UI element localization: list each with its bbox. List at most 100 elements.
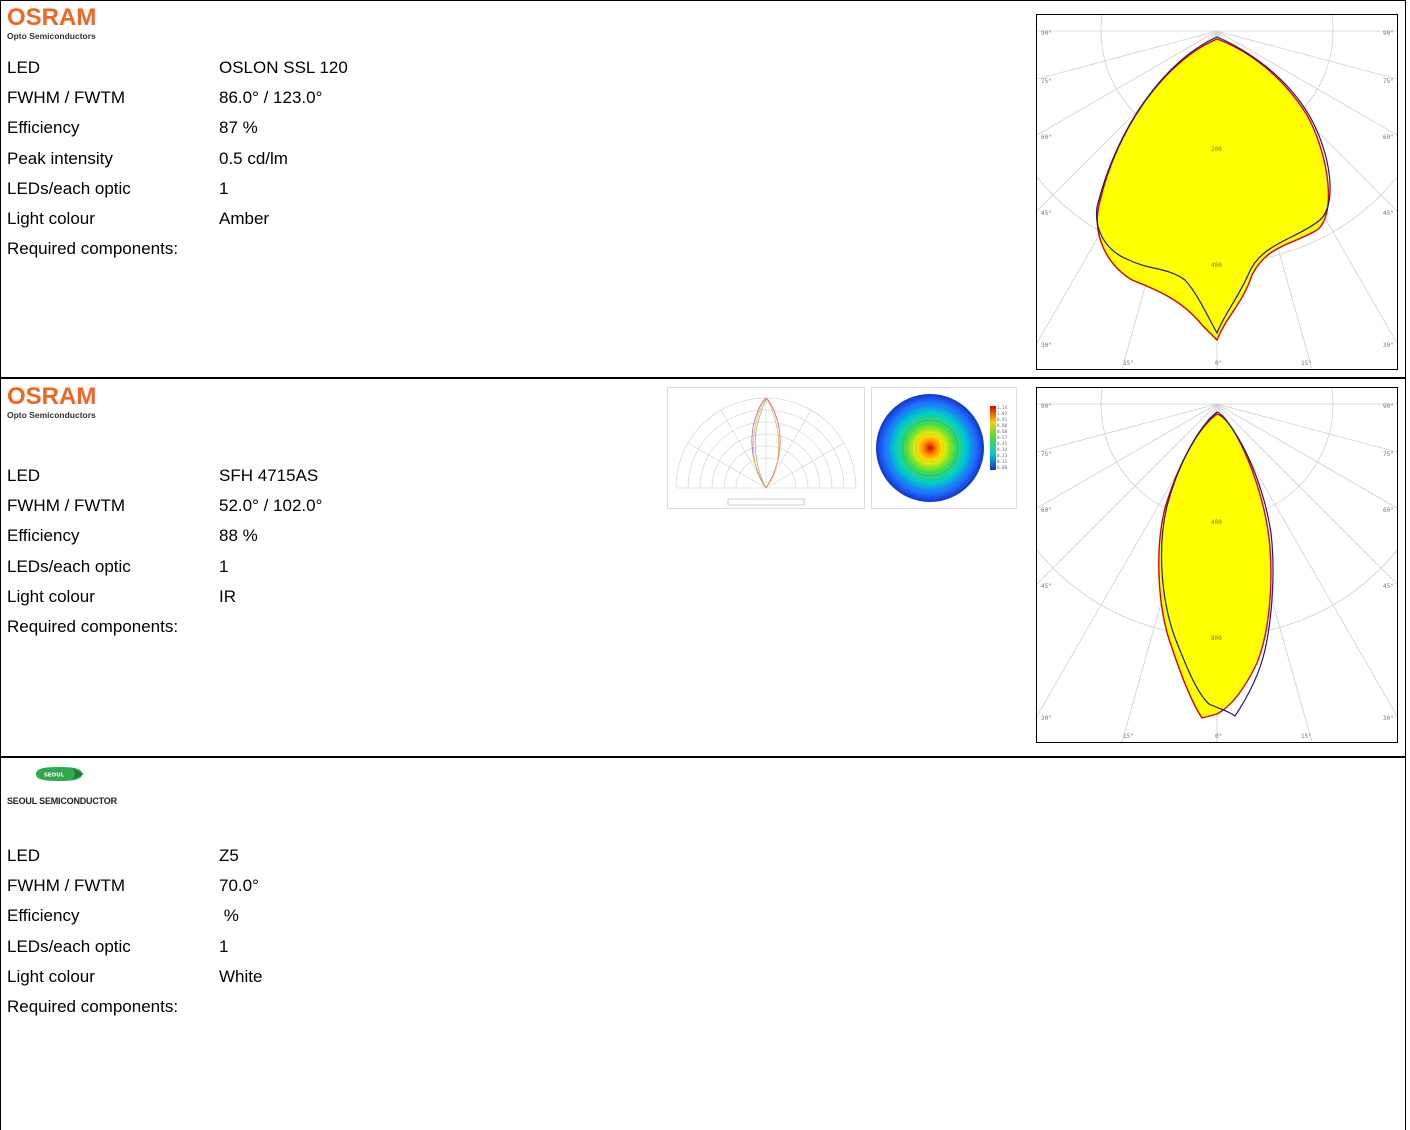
osram-logo: OSRAM Opto Semiconductors [7, 4, 97, 42]
spec-label: LED [7, 846, 41, 865]
angle-label: 45° [1383, 210, 1394, 217]
angle-label: 0° [1215, 733, 1222, 740]
angle-label: 0° [1215, 360, 1222, 367]
spec-label: Efficiency [7, 526, 80, 546]
legend-value: 0.57 [997, 435, 1008, 440]
seoul-badge-icon: SEOUL [36, 767, 84, 781]
spec-label: Required components: [7, 996, 179, 1016]
spec-label: Required components: [7, 239, 179, 259]
spec-label: Required components: [7, 616, 179, 636]
angle-label: 75° [1041, 451, 1052, 458]
seoul-logo: SEOUL SEOUL SEMICONDUCTOR [7, 766, 117, 806]
legend-value: 0.80 [997, 423, 1008, 428]
spec-row: Efficiency 87 % [7, 113, 348, 143]
product-section-1: OSRAM Opto Semiconductors LED OSLON SSL 1… [0, 0, 1410, 377]
angle-label: 90° [1383, 403, 1394, 410]
angle-label: 60° [1383, 507, 1394, 514]
angle-label: 75° [1041, 78, 1052, 85]
spec-label: LED [7, 466, 41, 485]
angle-label: 45° [1041, 210, 1052, 217]
heatmap-thumbnail[interactable]: 1.14 1.02 0.91 0.80 0.68 0.57 0.45 0.34 … [871, 387, 1017, 509]
spec-value: SFH 4715AS [219, 466, 319, 485]
angle-label: 30° [1383, 715, 1394, 722]
spec-row: FWHM / FWTM 86.0° / 123.0° [7, 83, 348, 113]
spec-label: Light colour [7, 966, 95, 986]
spec-value: IR [219, 586, 236, 606]
seoul-badge-text: SEOUL [44, 773, 65, 779]
ring-label: 400 [1211, 519, 1222, 526]
legend-value: 0.68 [997, 429, 1008, 434]
spec-value: 1 [219, 936, 229, 956]
spec-value: 88 % [219, 526, 258, 546]
angle-label: 90° [1383, 30, 1394, 37]
spec-label: Efficiency [7, 118, 80, 138]
spec-label: Light colour [7, 208, 95, 228]
angle-label: 15° [1123, 360, 1134, 367]
angle-label: 15° [1301, 733, 1312, 740]
spec-table: LED OSLON SSL 120 FWHM / FWTM 86.0° / 123.… [7, 53, 348, 264]
product-section-2: OSRAM Opto Semiconductors LED SFH 4715AS … [0, 171, 1410, 756]
spec-label: LED [7, 58, 41, 77]
spec-label: Light colour [7, 586, 95, 606]
polar-intensity-diagram: 90° 75° 60° 45° 30° 15° 0° 15° 30° 45° 6… [984, 171, 1410, 743]
angle-label: 90° [1041, 30, 1052, 37]
spec-table: LED Z5 FWHM / FWTM 70.0° Efficiency % LEDs… [7, 841, 262, 1022]
angle-label: 60° [1041, 507, 1052, 514]
spec-value: 1 [219, 178, 229, 198]
spec-row: Peak intensity 0.5 cd/lm [7, 144, 348, 174]
angle-label: 60° [1383, 134, 1394, 141]
spec-value: 87 % [219, 118, 258, 138]
spec-value: 86.0° / 123.0° [219, 88, 323, 108]
angle-label: 30° [1383, 342, 1394, 349]
spec-value: 52.0° / 102.0° [219, 496, 323, 516]
amber-intensity-curve [1096, 38, 1330, 342]
ring-label: 200 [1211, 146, 1222, 153]
spec-label: LEDs/each optic [7, 936, 131, 956]
spec-value: % [219, 906, 239, 926]
spec-value: 0.5 cd/lm [219, 148, 288, 168]
spec-label: FWHM / FWTM [7, 876, 126, 896]
ring-label: 400 [1211, 262, 1222, 269]
spec-row: FWHM / FWTM 52.0° / 102.0° [7, 491, 322, 521]
ir-intensity-curve [1158, 413, 1272, 719]
legend-value: 1.14 [997, 405, 1008, 410]
spec-row: LEDs/each optic 1 [7, 552, 322, 582]
spec-row: LEDs/each optic 1 [7, 174, 348, 204]
legend-value: 0.00 [997, 465, 1008, 470]
spec-label: LEDs/each optic [7, 178, 131, 198]
spec-label: Efficiency [7, 906, 80, 926]
spec-row: Light colour White [7, 962, 262, 992]
angle-label: 75° [1383, 78, 1394, 85]
legend-value: 0.23 [997, 453, 1008, 458]
spec-row: Efficiency % [7, 901, 262, 931]
spec-value: 70.0° [219, 876, 259, 896]
spec-label: FWHM / FWTM [7, 88, 126, 108]
angle-label: 90° [1041, 403, 1052, 410]
legend-value: 1.02 [997, 411, 1008, 416]
spec-row: Required components: [7, 612, 322, 642]
spec-row: LED OSLON SSL 120 [7, 53, 348, 83]
brand-name: OSRAM [7, 4, 97, 31]
spec-row: Required components: [7, 992, 262, 1022]
angle-label: 45° [1041, 583, 1052, 590]
spec-table: LED SFH 4715AS FWHM / FWTM 52.0° / 102.0° … [7, 461, 322, 642]
brand-subtitle: Opto Semiconductors [7, 31, 96, 41]
angle-label: 60° [1041, 134, 1052, 141]
spec-value: White [219, 966, 263, 986]
angle-label: 30° [1041, 715, 1052, 722]
spec-value: Amber [219, 208, 270, 228]
angle-label: 30° [1041, 342, 1052, 349]
osram-logo: OSRAM Opto Semiconductors [7, 383, 97, 421]
spec-value: OSLON SSL 120 [219, 58, 348, 77]
angle-label: 15° [1301, 360, 1312, 367]
spec-row: FWHM / FWTM 70.0° [7, 871, 262, 901]
product-section-3: SEOUL SEOUL SEMICONDUCTOR LED Z5 FWHM / F… [0, 756, 1406, 1130]
spec-row: LEDs/each optic 1 [7, 932, 262, 962]
legend-value: 0.45 [997, 441, 1008, 446]
legend-value: 0.34 [997, 447, 1008, 452]
angle-label: 15° [1123, 733, 1134, 740]
spec-row: LED SFH 4715AS [7, 461, 322, 491]
polar-thumbnail[interactable] [667, 387, 865, 509]
brand-subtitle: Opto Semiconductors [7, 410, 96, 420]
brand-name: OSRAM [7, 383, 97, 410]
